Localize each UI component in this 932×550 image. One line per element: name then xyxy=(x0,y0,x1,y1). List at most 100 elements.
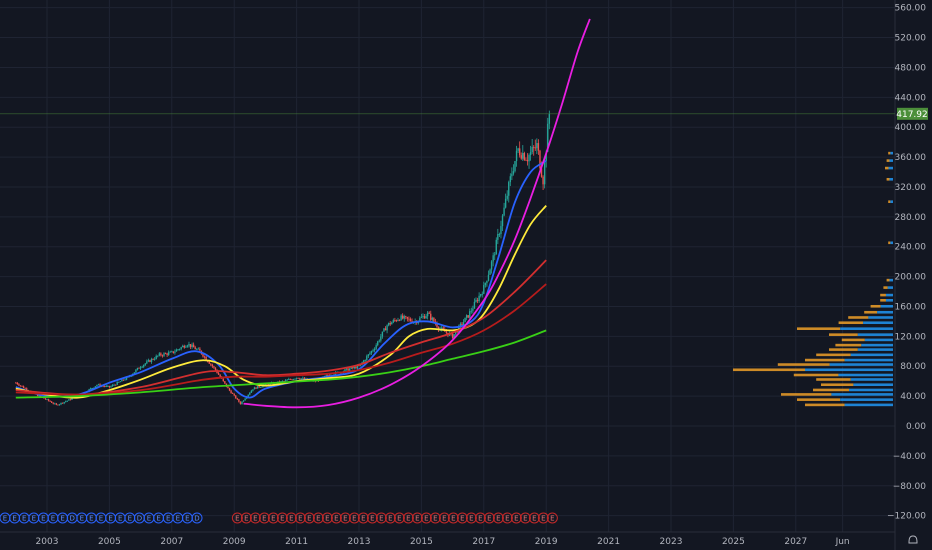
event-marker-red[interactable] xyxy=(429,512,441,524)
candle-body xyxy=(71,398,73,400)
volume-bar-down xyxy=(777,363,830,366)
volume-bar-down xyxy=(880,293,886,297)
volume-bar-up xyxy=(850,378,893,381)
candle-body xyxy=(391,322,393,325)
event-label: E xyxy=(262,515,266,523)
x-tick-label: 2017 xyxy=(472,537,495,547)
volume-bar-down xyxy=(816,353,851,357)
event-marker-red[interactable] xyxy=(357,512,369,524)
event-marker-red[interactable] xyxy=(519,512,531,524)
candle-body xyxy=(233,393,235,396)
event-marker-red[interactable] xyxy=(339,512,351,524)
event-marker-red[interactable] xyxy=(510,512,522,524)
candle-body xyxy=(202,354,204,357)
candle-body xyxy=(60,402,62,405)
candle-body xyxy=(158,353,161,356)
volume-bar-down xyxy=(888,241,891,245)
event-label: E xyxy=(451,515,455,523)
event-marker-red[interactable] xyxy=(330,512,342,524)
candle-body xyxy=(185,346,187,348)
candle-body xyxy=(231,393,234,394)
event-marker-red[interactable] xyxy=(546,512,558,524)
time-axis[interactable]: 2003 2005 2007 2009 2011 2013 2015 2017 2019 2021… xyxy=(36,537,850,547)
candle-body xyxy=(97,384,100,386)
event-marker-red[interactable] xyxy=(267,512,279,524)
candle-body xyxy=(467,315,469,318)
event-marker-red[interactable] xyxy=(438,512,450,524)
event-marker-red[interactable] xyxy=(402,512,414,524)
event-marker-blue[interactable] xyxy=(191,512,203,524)
event-marker-red[interactable] xyxy=(375,512,387,524)
candle-body xyxy=(478,295,480,302)
event-marker-red[interactable] xyxy=(465,512,477,524)
candle-body xyxy=(16,382,19,385)
volume-bar-up xyxy=(844,403,893,407)
event-marker-red[interactable] xyxy=(384,512,396,524)
y-tick-label: 520.00 xyxy=(895,34,927,44)
candle-body xyxy=(401,315,404,319)
event-marker-red[interactable] xyxy=(321,512,333,524)
y-tick-label: 280.00 xyxy=(895,213,927,223)
event-label: E xyxy=(541,515,545,523)
candle-body xyxy=(183,345,185,348)
volume-bar-down xyxy=(885,166,889,170)
x-tick-label: 2023 xyxy=(660,537,683,547)
event-marker-red[interactable] xyxy=(420,512,432,524)
volume-bar-down xyxy=(886,177,890,181)
event-marker-red[interactable] xyxy=(231,512,243,524)
candle-body xyxy=(302,377,304,379)
volume-bar-down xyxy=(835,343,862,347)
last-price-label: 417.92 xyxy=(896,110,928,120)
candle-body xyxy=(149,360,151,362)
bell-icon xyxy=(908,535,918,544)
event-marker-red[interactable] xyxy=(366,512,378,524)
event-marker-red[interactable] xyxy=(294,512,306,524)
event-label: E xyxy=(244,515,248,523)
candle-body xyxy=(141,366,143,368)
candle-body xyxy=(456,331,458,333)
event-marker-red[interactable] xyxy=(537,512,549,524)
candle-body xyxy=(94,386,97,388)
event-marker-red[interactable] xyxy=(285,512,297,524)
event-marker-red[interactable] xyxy=(240,512,252,524)
candle-body xyxy=(235,395,237,399)
event-marker-red[interactable] xyxy=(447,512,459,524)
candle-body xyxy=(515,150,518,162)
price-axis[interactable]: −120.00 −80.00 −40.00 0.00 40.00 80.00 120.00 1… xyxy=(887,4,926,522)
event-label: E xyxy=(487,515,491,523)
event-marker-red[interactable] xyxy=(483,512,495,524)
event-marker-red[interactable] xyxy=(411,512,423,524)
x-tick-label: 2003 xyxy=(36,537,59,547)
candle-body xyxy=(484,283,487,285)
corner-bell-icon[interactable] xyxy=(904,532,922,547)
candle-body xyxy=(470,310,473,312)
event-marker-red[interactable] xyxy=(501,512,513,524)
event-marker-red[interactable] xyxy=(303,512,315,524)
candle-body xyxy=(22,386,25,389)
candle-body xyxy=(105,386,107,387)
event-marker-red[interactable] xyxy=(249,512,261,524)
event-marker-red[interactable] xyxy=(348,512,360,524)
event-marker-red[interactable] xyxy=(393,512,405,524)
candle-body xyxy=(186,345,189,347)
event-label: E xyxy=(253,515,257,523)
event-marker-red[interactable] xyxy=(276,512,288,524)
event-label: E xyxy=(415,515,419,523)
y-tick-label: 480.00 xyxy=(895,63,927,73)
candle-body xyxy=(210,363,212,365)
volume-bar-up xyxy=(877,310,893,314)
candle-body xyxy=(437,326,440,330)
candle-body xyxy=(370,351,373,354)
candle-body xyxy=(344,369,346,372)
event-marker-red[interactable] xyxy=(528,512,540,524)
event-marker-red[interactable] xyxy=(312,512,324,524)
series-line-3 xyxy=(15,259,547,396)
candle-body xyxy=(143,364,145,367)
event-marker-red[interactable] xyxy=(456,512,468,524)
event-marker-red[interactable] xyxy=(258,512,270,524)
event-marker-red[interactable] xyxy=(492,512,504,524)
event-marker-red[interactable] xyxy=(474,512,486,524)
candle-body xyxy=(199,348,201,351)
